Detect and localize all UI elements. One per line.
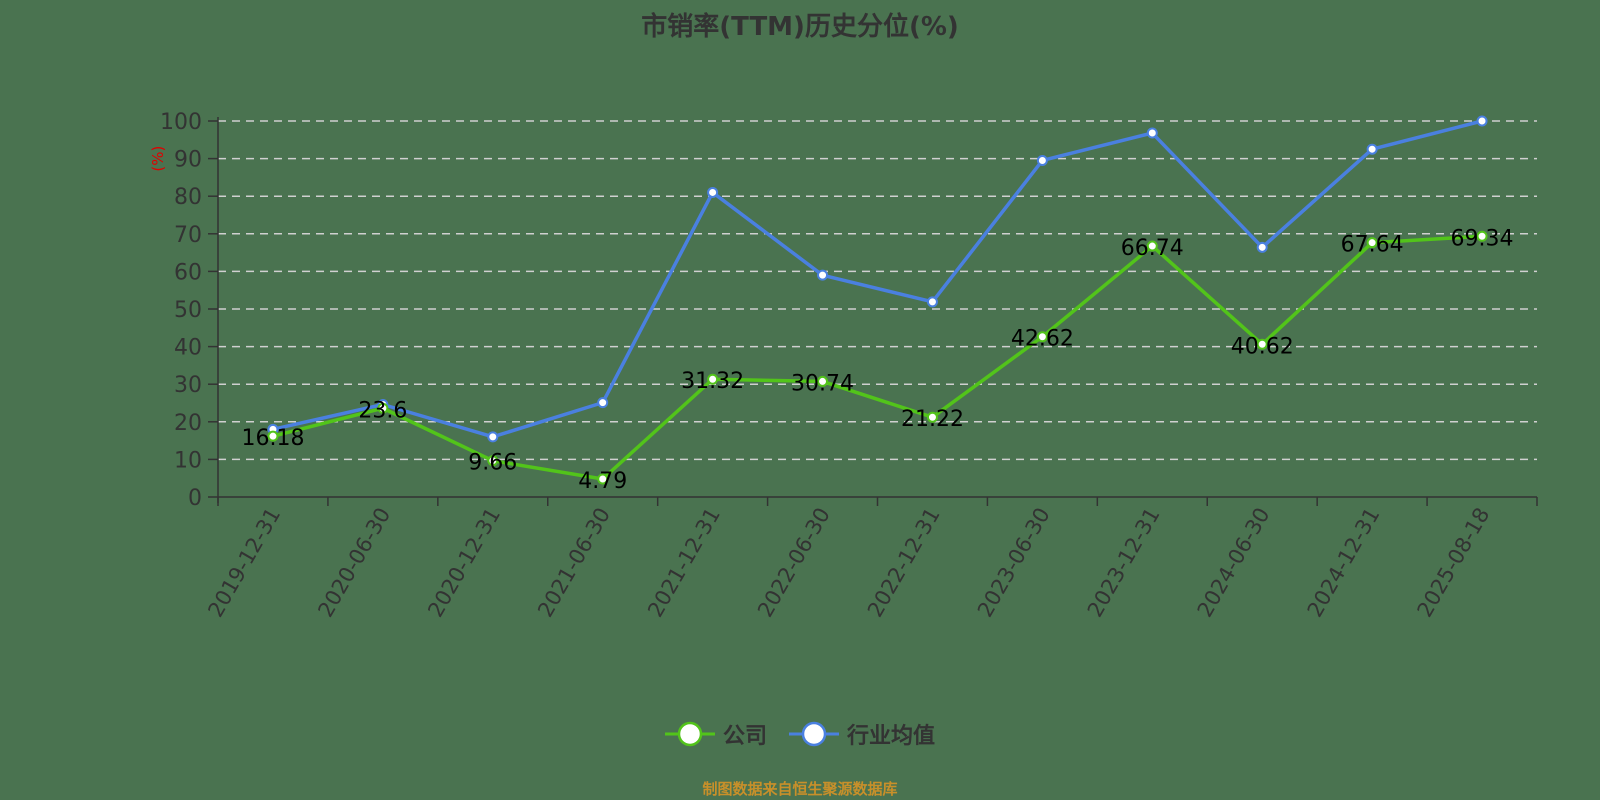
data-point — [267, 430, 279, 442]
x-tick-label: 2025-08-18 — [1413, 504, 1495, 622]
data-point — [1256, 241, 1268, 253]
data-label: 31.32 — [681, 369, 744, 394]
y-tick-label: 90 — [174, 148, 202, 173]
x-tick-label: 2020-06-30 — [313, 504, 395, 622]
x-tick-label: 2019-12-31 — [203, 504, 285, 622]
source-footer: 制图数据来自恒生聚源数据库 — [702, 780, 898, 798]
series-layer — [267, 115, 1488, 485]
data-point — [597, 473, 609, 485]
data-point — [1366, 237, 1378, 249]
data-label: 40.62 — [1231, 334, 1294, 359]
y-tick-label: 60 — [174, 260, 202, 285]
x-tick-label: 2022-12-31 — [863, 504, 945, 622]
legend-label: 公司 — [722, 724, 767, 749]
legend-item-industry[interactable]: 行业均值 — [789, 718, 935, 750]
x-tick-label: 2023-06-30 — [973, 504, 1055, 622]
y-tick-label: 10 — [174, 448, 202, 473]
data-point — [487, 455, 499, 467]
data-point — [817, 269, 829, 281]
data-point — [597, 397, 609, 409]
data-label: 30.74 — [791, 371, 854, 396]
legend-marker-icon — [789, 721, 839, 747]
data-point — [1476, 230, 1488, 242]
y-tick-label: 70 — [174, 223, 202, 248]
y-axis-unit-label: (%) — [149, 146, 167, 172]
x-tick-label: 2021-12-31 — [643, 504, 725, 622]
x-tick-label: 2023-12-31 — [1083, 504, 1165, 622]
y-tick-label: 20 — [174, 411, 202, 436]
y-tick-label: 100 — [160, 110, 202, 135]
legend: 公司 行业均值 — [0, 718, 1600, 750]
data-point — [1036, 331, 1048, 343]
x-tick-label: 2020-12-31 — [423, 504, 505, 622]
data-point — [707, 373, 719, 385]
legend-item-company[interactable]: 公司 — [664, 718, 767, 750]
legend-marker-icon — [664, 721, 715, 747]
x-tick-label: 2021-06-30 — [533, 504, 615, 622]
data-point — [1036, 154, 1048, 166]
data-point — [817, 375, 829, 387]
y-axis: 0 10 20 30 40 50 60 70 80 90 100 (%) — [149, 110, 219, 511]
data-point — [1256, 338, 1268, 350]
x-tick-label: 2024-12-31 — [1303, 504, 1385, 622]
y-tick-label: 50 — [174, 298, 202, 323]
chart-title: 市销率(TTM)历史分位(%) — [641, 12, 959, 42]
data-label: 66.74 — [1121, 236, 1184, 261]
data-label: 67.64 — [1341, 233, 1404, 258]
data-point — [377, 402, 389, 414]
data-labels: 16.18 23.6 9.66 4.79 31.32 30.74 21.22 42.62 66.… — [241, 226, 1513, 494]
y-tick-label: 40 — [174, 336, 202, 361]
x-tick-label: 2024-06-30 — [1193, 504, 1275, 622]
x-axis: 2019-12-31 2020-06-30 2020-12-31 2021-06-30… — [203, 496, 1538, 622]
data-label: 42.62 — [1011, 327, 1074, 352]
series-line — [272, 234, 1483, 481]
data-point — [487, 431, 499, 443]
series-line — [272, 119, 1483, 439]
data-point — [926, 296, 938, 308]
y-tick-label: 30 — [174, 373, 202, 398]
data-label: 4.79 — [578, 469, 627, 494]
data-label: 21.22 — [901, 407, 964, 432]
data-label: 69.34 — [1451, 226, 1514, 251]
y-tick-label: 80 — [174, 185, 202, 210]
data-label: 23.6 — [358, 398, 407, 423]
data-point — [1146, 127, 1158, 139]
data-point — [1366, 143, 1378, 155]
y-tick-label: 0 — [188, 486, 202, 511]
data-point — [1476, 115, 1488, 127]
data-point — [707, 186, 719, 198]
data-label: 9.66 — [468, 451, 517, 476]
data-point — [1146, 240, 1158, 252]
legend-label: 行业均值 — [847, 724, 936, 749]
data-label: 16.18 — [241, 426, 304, 451]
grid-lines — [218, 120, 1537, 461]
data-point — [926, 411, 938, 423]
x-tick-label: 2022-06-30 — [753, 504, 835, 622]
